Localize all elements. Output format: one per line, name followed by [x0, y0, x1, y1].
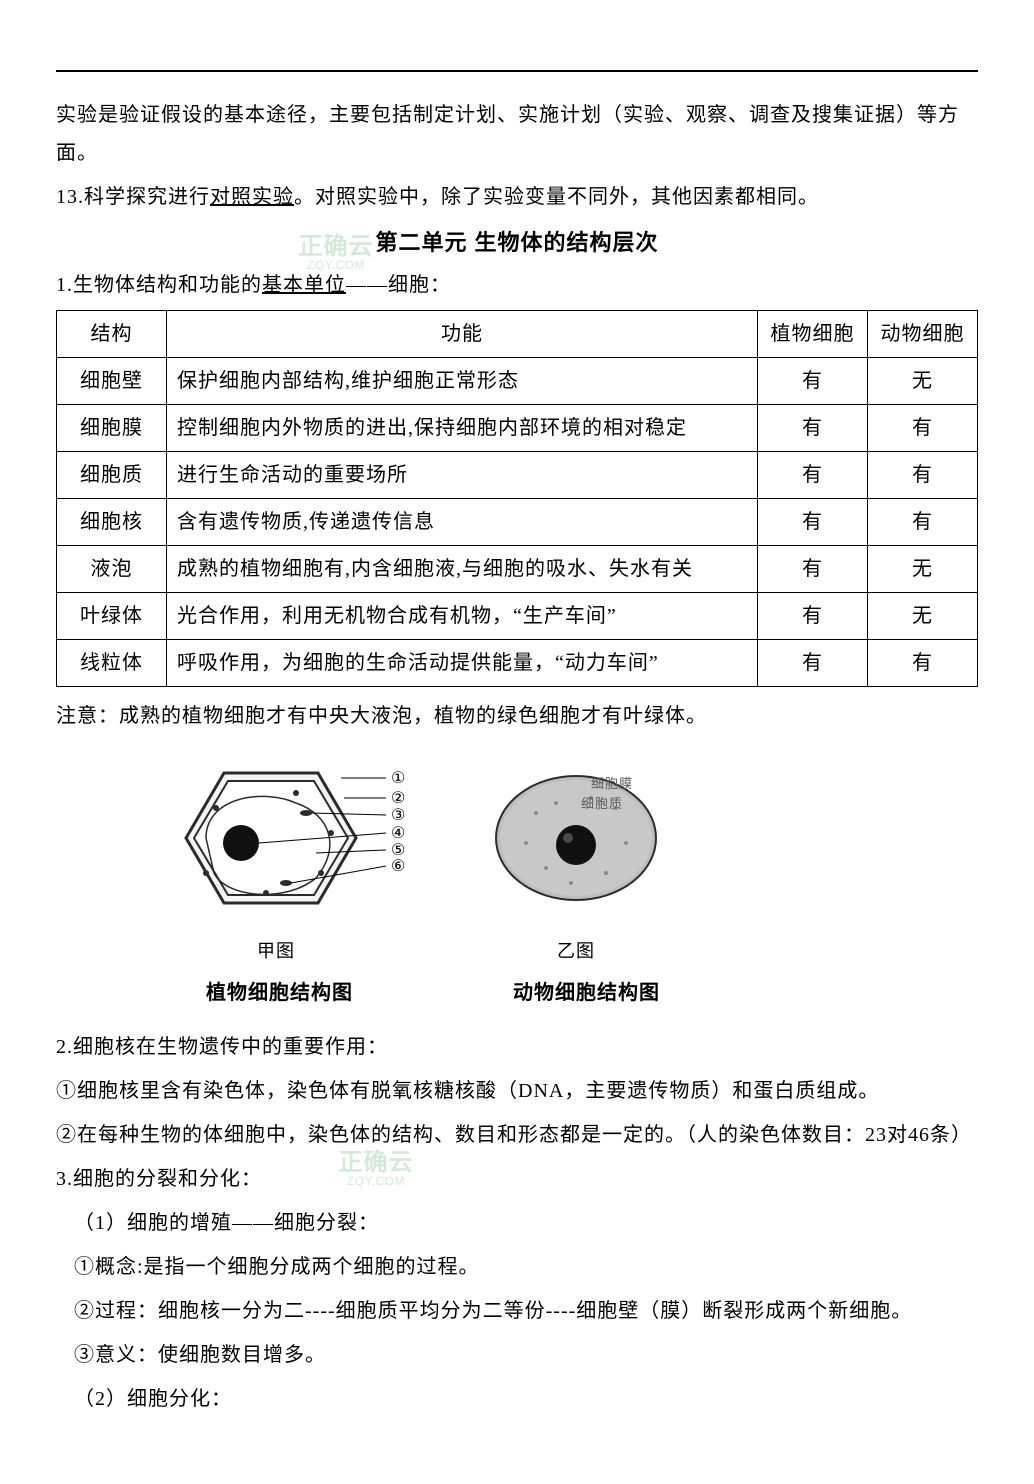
watermark-main: 正确云 — [299, 233, 374, 260]
section3-s1c: ③意义：使细胞数目增多。 — [56, 1336, 978, 1374]
figure-row: ① ② ③ ④ ⑤ ⑥ 甲图 — [56, 753, 978, 968]
label-3: ③ — [391, 807, 406, 824]
cell-animal: 无 — [868, 592, 978, 639]
cell-plant: 有 — [758, 639, 868, 686]
para-12: 实验是验证假设的基本途径，主要包括制定计划、实施计划（实验、观察、调查及搜集证据… — [56, 96, 978, 172]
cell-animal: 无 — [868, 357, 978, 404]
p1-pre: 1.生物体结构和功能的 — [56, 274, 262, 296]
cell-plant: 有 — [758, 451, 868, 498]
section2-title: 2.细胞核在生物遗传中的重要作用： — [56, 1028, 978, 1066]
animal-label-a: 细胞膜 — [591, 776, 633, 791]
figure-sub-left: 甲图 — [146, 934, 406, 968]
table-body: 细胞壁 保护细胞内部结构,维护细胞正常形态 有 无 细胞膜 控制细胞内外物质的进… — [57, 357, 978, 686]
cell-func: 保护细胞内部结构,维护细胞正常形态 — [167, 357, 758, 404]
cell-plant: 有 — [758, 545, 868, 592]
unit-title: 第二单元 生物体的结构层次 正确云 ZQY.COM — [56, 222, 978, 264]
th-function: 功能 — [167, 310, 758, 357]
section2-p2: ②在每种生物的体细胞中，染色体的结构、数目和形态都是一定的。（人的染色体数目：2… — [56, 1116, 978, 1154]
cell-struct: 线粒体 — [57, 639, 167, 686]
table-row: 液泡 成熟的植物细胞有,内含细胞液,与细胞的吸水、失水有关 有 无 — [57, 545, 978, 592]
p13-underline: 对照实验 — [210, 186, 294, 208]
section3-s2: （2）细胞分化： — [56, 1380, 978, 1418]
caption-animal: 动物细胞结构图 — [513, 974, 660, 1012]
animal-cell-svg: 细胞膜 细胞质 — [476, 753, 676, 928]
cell-plant: 有 — [758, 404, 868, 451]
para-1: 1.生物体结构和功能的基本单位——细胞： — [56, 266, 978, 304]
label-2: ② — [391, 790, 406, 807]
label-6: ⑥ — [391, 858, 406, 875]
table-row: 细胞核 含有遗传物质,传递遗传信息 有 有 — [57, 498, 978, 545]
section3-s1b: ②过程：细胞核一分为二----细胞质平均分为二等份----细胞壁（膜）断裂形成两… — [56, 1292, 978, 1330]
figure-sub-right: 乙图 — [476, 934, 676, 968]
p1-post: ——细胞： — [346, 274, 451, 296]
top-rule — [56, 70, 978, 72]
cell-structure-table: 结构 功能 植物细胞 动物细胞 细胞壁 保护细胞内部结构,维护细胞正常形态 有 … — [56, 310, 978, 687]
table-row: 细胞质 进行生命活动的重要场所 有 有 — [57, 451, 978, 498]
cell-animal: 有 — [868, 451, 978, 498]
p1-underline: 基本单位 — [262, 274, 346, 296]
page: 实验是验证假设的基本途径，主要包括制定计划、实施计划（实验、观察、调查及搜集证据… — [0, 0, 1034, 1484]
cell-func: 成熟的植物细胞有,内含细胞液,与细胞的吸水、失水有关 — [167, 545, 758, 592]
cell-animal: 有 — [868, 498, 978, 545]
para-13: 13.科学探究进行对照实验。对照实验中，除了实验变量不同外，其他因素都相同。 — [56, 178, 978, 216]
cell-func: 控制细胞内外物质的进出,保持细胞内部环境的相对稳定 — [167, 404, 758, 451]
unit-title-text: 第二单元 生物体的结构层次 — [375, 230, 658, 255]
cell-plant: 有 — [758, 498, 868, 545]
table-row: 线粒体 呼吸作用，为细胞的生命活动提供能量，“动力车间” 有 有 — [57, 639, 978, 686]
plant-cell-svg: ① ② ③ ④ ⑤ ⑥ — [146, 753, 406, 928]
cell-func: 光合作用，利用无机物合成有机物，“生产车间” — [167, 592, 758, 639]
section3-title-text: 3.细胞的分裂和分化： — [56, 1168, 262, 1190]
cell-struct: 细胞质 — [57, 451, 167, 498]
caption-plant: 植物细胞结构图 — [206, 974, 353, 1012]
cell-struct: 液泡 — [57, 545, 167, 592]
table-row: 叶绿体 光合作用，利用无机物合成有机物，“生产车间” 有 无 — [57, 592, 978, 639]
section3-title: 3.细胞的分裂和分化： 正确云 ZQY.COM — [56, 1160, 978, 1198]
th-animal: 动物细胞 — [868, 310, 978, 357]
plant-cell-figure: ① ② ③ ④ ⑤ ⑥ 甲图 — [146, 753, 406, 968]
table-row: 细胞壁 保护细胞内部结构,维护细胞正常形态 有 无 — [57, 357, 978, 404]
animal-label-b: 细胞质 — [581, 796, 623, 811]
label-4: ④ — [391, 825, 406, 842]
th-structure: 结构 — [57, 310, 167, 357]
cell-struct: 细胞壁 — [57, 357, 167, 404]
label-1: ① — [391, 770, 406, 787]
cell-func: 进行生命活动的重要场所 — [167, 451, 758, 498]
label-5: ⑤ — [391, 842, 406, 859]
figure-captions: 植物细胞结构图 动物细胞结构图 — [56, 974, 978, 1012]
cell-plant: 有 — [758, 357, 868, 404]
note: 注意：成熟的植物细胞才有中央大液泡，植物的绿色细胞才有叶绿体。 — [56, 697, 978, 735]
watermark-icon: 正确云 ZQY.COM — [339, 1150, 414, 1188]
watermark-sub: ZQY.COM — [339, 1175, 414, 1188]
cell-struct: 细胞膜 — [57, 404, 167, 451]
th-plant: 植物细胞 — [758, 310, 868, 357]
animal-cell-figure: 细胞膜 细胞质 乙图 — [476, 753, 676, 968]
section3-s1: （1）细胞的增殖——细胞分裂： — [56, 1204, 978, 1242]
cell-animal: 无 — [868, 545, 978, 592]
section2-p1: ①细胞核里含有染色体，染色体有脱氧核糖核酸（DNA，主要遗传物质）和蛋白质组成。 — [56, 1072, 978, 1110]
cell-struct: 细胞核 — [57, 498, 167, 545]
cell-animal: 有 — [868, 639, 978, 686]
cell-plant: 有 — [758, 592, 868, 639]
section3-s1a: ①概念:是指一个细胞分成两个细胞的过程。 — [56, 1248, 978, 1286]
cell-func: 含有遗传物质,传递遗传信息 — [167, 498, 758, 545]
p13-post: 。对照实验中，除了实验变量不同外，其他因素都相同。 — [294, 186, 819, 208]
p13-pre: 13.科学探究进行 — [56, 186, 210, 208]
cell-func: 呼吸作用，为细胞的生命活动提供能量，“动力车间” — [167, 639, 758, 686]
cell-struct: 叶绿体 — [57, 592, 167, 639]
cell-animal: 有 — [868, 404, 978, 451]
table-row: 细胞膜 控制细胞内外物质的进出,保持细胞内部环境的相对稳定 有 有 — [57, 404, 978, 451]
table-header-row: 结构 功能 植物细胞 动物细胞 — [57, 310, 978, 357]
